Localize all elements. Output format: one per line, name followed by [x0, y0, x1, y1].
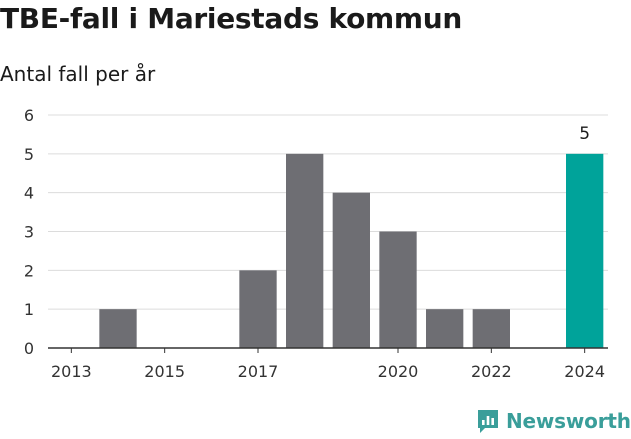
- bars: [99, 153, 604, 348]
- y-tick-label: 0: [24, 339, 34, 358]
- y-tick-label: 6: [24, 106, 34, 125]
- y-axis-ticks: 0 1 2 3 4 5 6: [24, 106, 34, 358]
- bar-2021: [426, 309, 464, 348]
- data-labels: 5: [579, 124, 590, 144]
- x-tick-label: 2013: [51, 362, 92, 381]
- bar-2020: [379, 231, 417, 348]
- bar-2022: [472, 309, 510, 348]
- x-tick-label: 2022: [471, 362, 512, 381]
- x-axis-ticks: 2013 2015 2017 2020 2022 2024: [51, 348, 605, 381]
- y-tick-label: 1: [24, 300, 34, 319]
- gridlines: [48, 114, 608, 310]
- bar-2024: [566, 153, 604, 348]
- x-tick-label: 2020: [378, 362, 419, 381]
- bar-2017: [239, 270, 277, 348]
- chart-subtitle: Antal fall per år: [0, 62, 156, 86]
- data-label: 5: [579, 124, 590, 144]
- newsworthy-logo-icon: [478, 410, 498, 433]
- bar-2014: [99, 309, 137, 348]
- y-tick-label: 5: [24, 145, 34, 164]
- chart-title: TBE-fall i Mariestads kommun: [0, 2, 463, 35]
- y-tick-label: 4: [24, 184, 34, 203]
- bar-chart: 0 1 2 3 4 5 6 2013 2015 2017 2020 2022 2024 5: [24, 106, 608, 381]
- y-tick-label: 3: [24, 223, 34, 242]
- x-tick-label: 2015: [144, 362, 185, 381]
- x-tick-label: 2024: [564, 362, 605, 381]
- bar-2018: [286, 153, 324, 348]
- y-tick-label: 2: [24, 261, 34, 280]
- bar-2019: [332, 192, 370, 348]
- brand-logo: Newsworthy: [476, 408, 631, 434]
- brand-name: Newsworthy: [506, 409, 631, 433]
- x-tick-label: 2017: [238, 362, 279, 381]
